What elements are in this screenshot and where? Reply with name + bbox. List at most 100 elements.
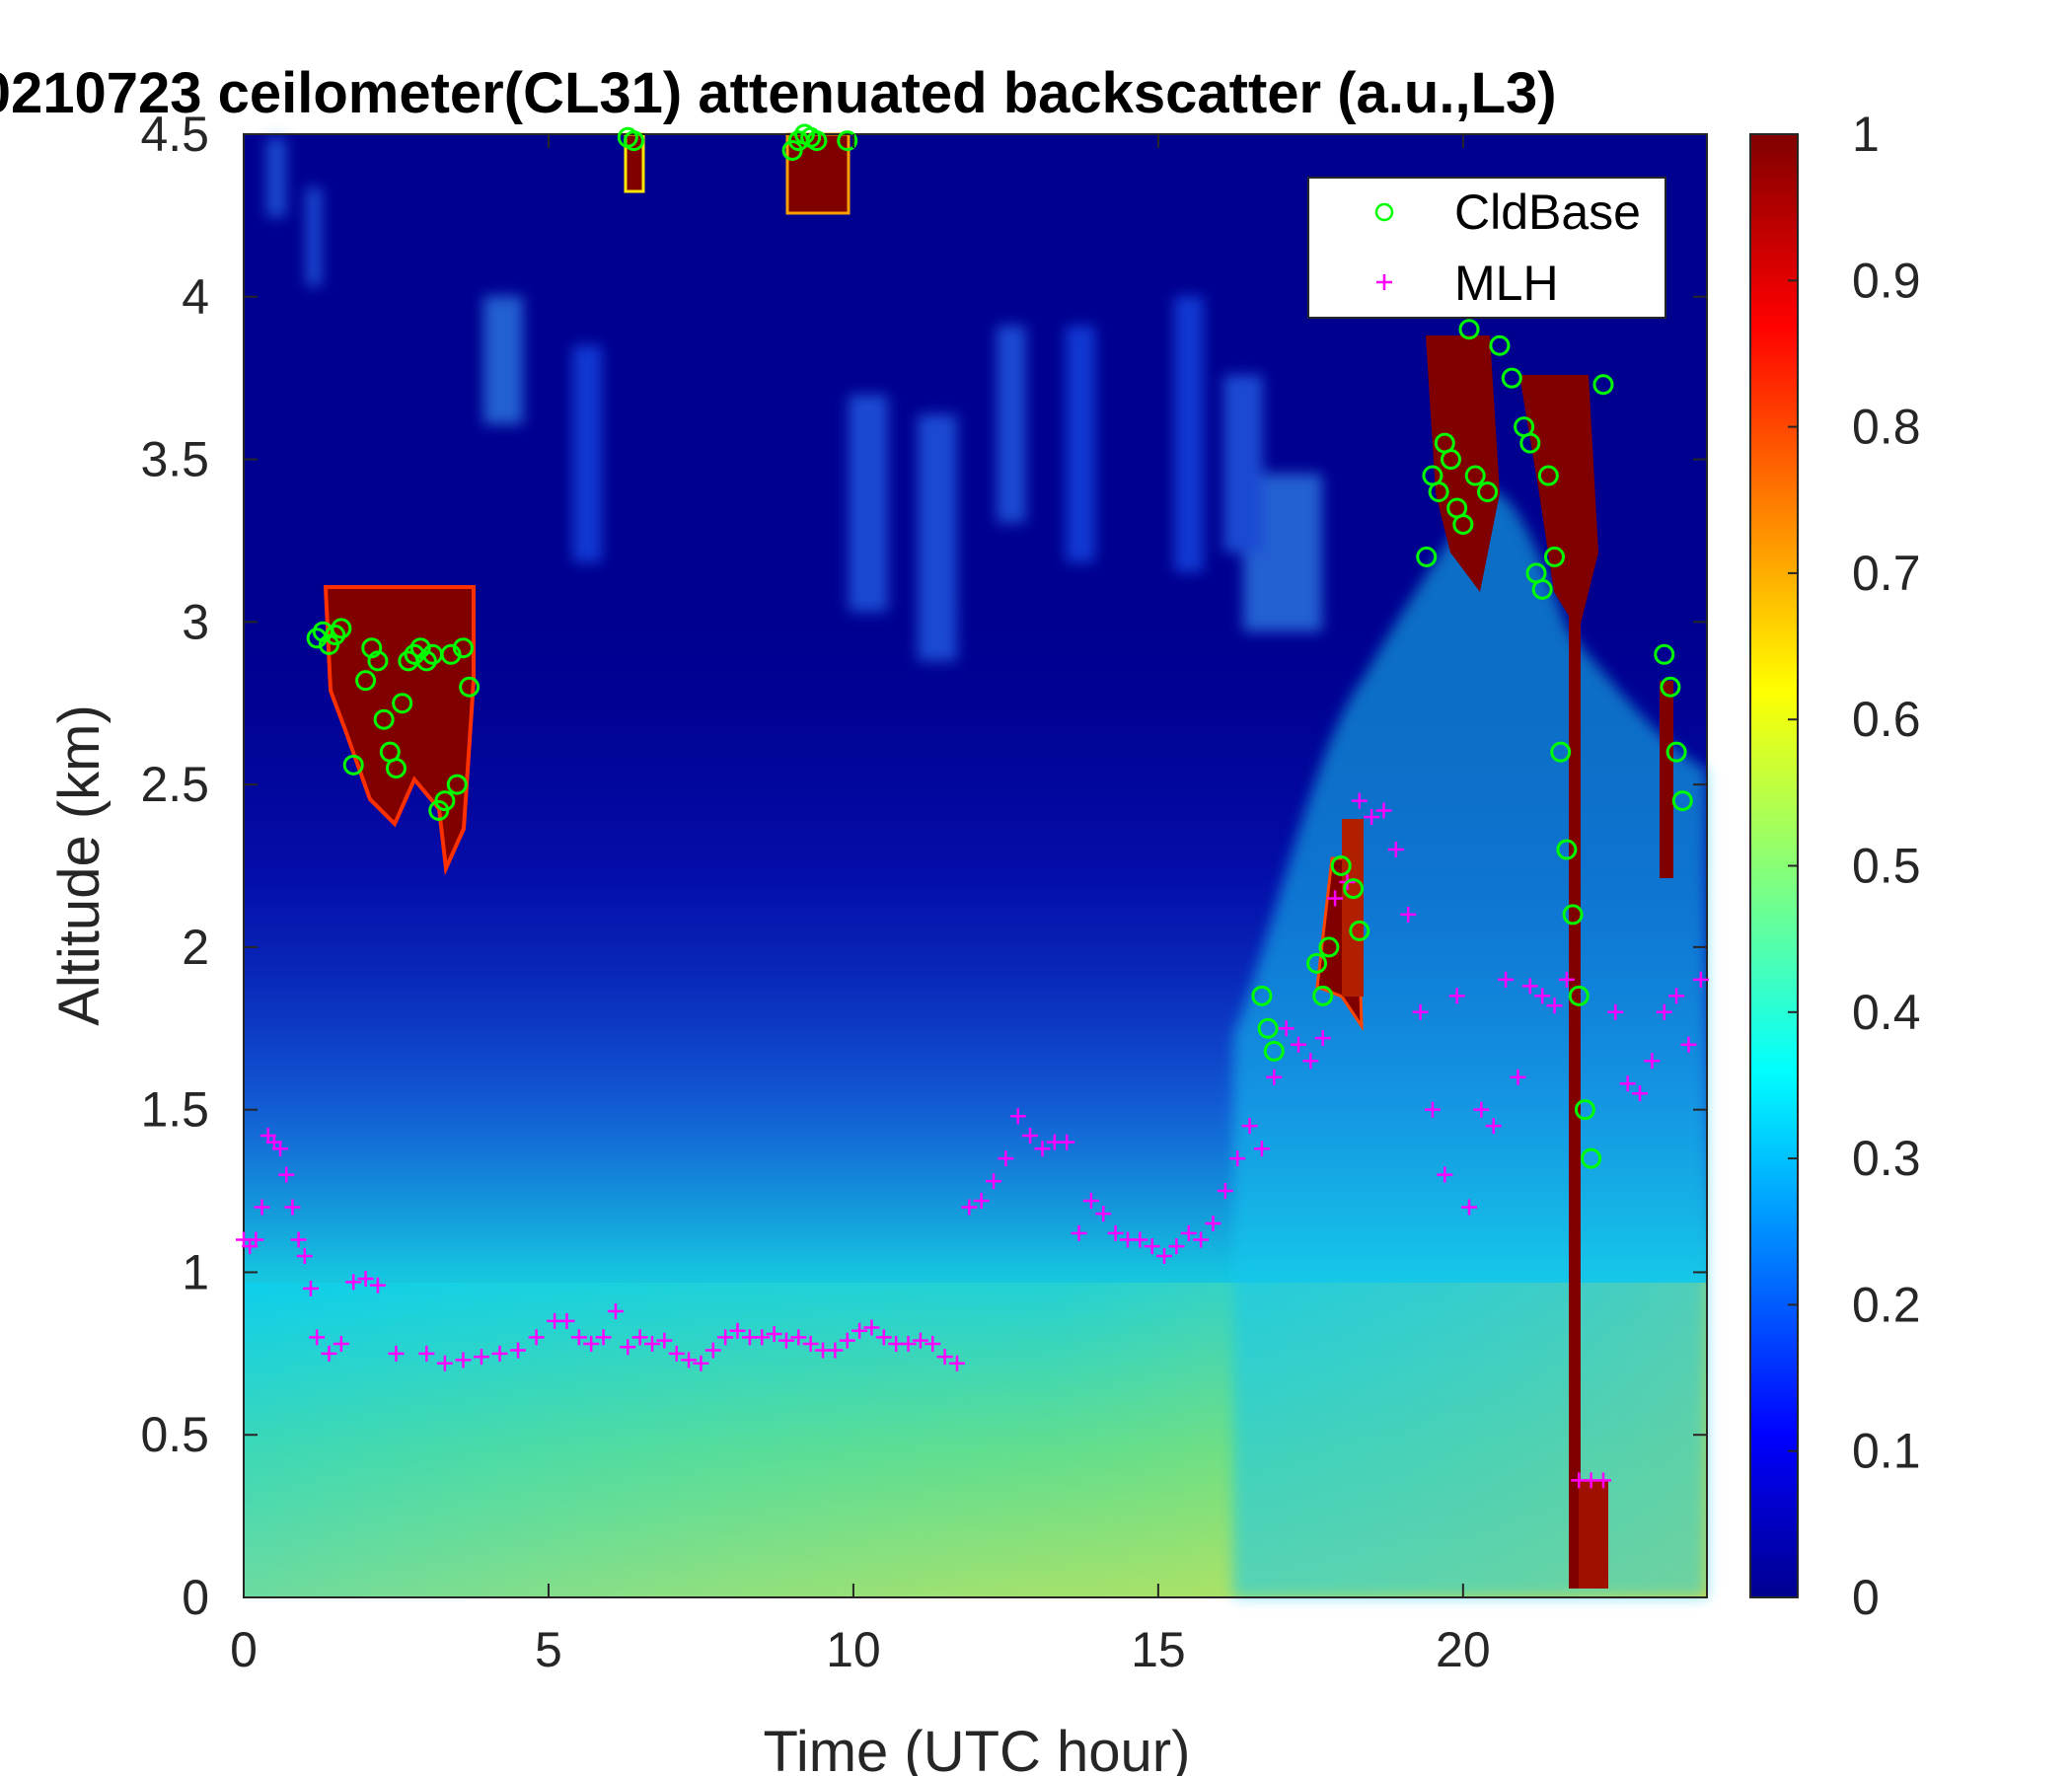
mlh-point: [1071, 1224, 1087, 1241]
x-tick-label: 0: [230, 1622, 258, 1677]
mlh-point: [1168, 1238, 1185, 1255]
mlh-point: [1412, 1003, 1429, 1020]
mlh-point: [790, 1329, 807, 1346]
cldbase-point: [1537, 465, 1559, 486]
mlh-point: [1144, 1238, 1160, 1255]
legend-mlh-label: MLH: [1454, 256, 1559, 311]
mlh-point: [254, 1199, 270, 1216]
mlh-point: [704, 1342, 721, 1359]
mlh-point: [296, 1247, 313, 1264]
cldbase-point: [1671, 790, 1693, 812]
precip-column: [1569, 592, 1581, 1589]
mlh-point: [863, 1319, 880, 1336]
afternoon-aerosol-plume: [1233, 489, 1707, 1598]
mlh-point: [1059, 1134, 1075, 1150]
mlh-point: [1546, 998, 1563, 1014]
colorbar: 0 0.1 0.2 0.3 0.4 0.5 0.6 0.7 0.8 0.9 1: [1749, 107, 1921, 1625]
mlh-point: [973, 1192, 990, 1209]
cldbase-point: [1458, 319, 1480, 340]
cldbase-point: [392, 693, 413, 714]
cldbase-point: [1257, 1017, 1279, 1039]
cldbase-point: [1568, 985, 1590, 1006]
mlh-point: [1290, 1036, 1306, 1053]
cldbase-point: [623, 130, 644, 152]
mlh-point: [777, 1332, 794, 1349]
colorbar-tick-label: 0.3: [1852, 1131, 1921, 1186]
mlh-point: [1205, 1216, 1221, 1232]
x-tick-label: 10: [826, 1622, 881, 1677]
mlh-point: [1193, 1231, 1210, 1248]
y-tick-label: 3.5: [140, 432, 209, 487]
cldbase-point: [1562, 904, 1584, 925]
mlh-point: [839, 1332, 855, 1349]
mlh-point: [1241, 1118, 1258, 1135]
late-cloud: [1660, 681, 1673, 878]
mlh-point: [309, 1329, 326, 1346]
y-tick-label: 4: [182, 269, 209, 325]
mlh-point: [948, 1355, 965, 1371]
legend-cldbase-marker: [1374, 202, 1394, 222]
colorbar-ticks: 0 0.1 0.2 0.3 0.4 0.5 0.6 0.7 0.8 0.9 1: [1788, 107, 1921, 1625]
cldbase-point: [355, 670, 377, 692]
colorbar-tick-label: 0.4: [1852, 985, 1921, 1040]
mlh-point: [875, 1329, 892, 1346]
precip-surface: [1579, 1480, 1608, 1589]
mlh-point: [1485, 1118, 1502, 1135]
x-tick-label: 20: [1436, 1622, 1491, 1677]
mlh-point: [1437, 1166, 1453, 1183]
mlh-point: [766, 1326, 782, 1343]
cldbase-point: [1306, 952, 1328, 974]
heatmap: [244, 132, 1707, 1598]
mlh-point: [656, 1332, 673, 1349]
cldbase-point: [1654, 643, 1675, 665]
cldbase-point: [806, 130, 828, 152]
cldbase-point: [434, 790, 456, 812]
mlh-point: [668, 1345, 685, 1362]
mlh-point: [631, 1329, 648, 1346]
mlh-point: [1400, 906, 1417, 923]
mlh-point: [357, 1271, 374, 1288]
mlh-point: [936, 1349, 953, 1366]
mlh-point: [595, 1329, 612, 1346]
mlh-point: [1448, 988, 1465, 1004]
mlh-point: [802, 1335, 819, 1352]
cldbase-series: [306, 123, 1693, 1169]
mlh-point: [284, 1199, 301, 1216]
mlh-point: [272, 1141, 289, 1157]
mlh-point: [1558, 971, 1575, 988]
plot-frame: [243, 133, 1708, 1598]
mlh-point: [1327, 890, 1344, 907]
y-axis: 0 0.5 1 1.5 2 2.5 3 3.5 4 4.5: [140, 107, 1707, 1625]
mlh-point: [1594, 1472, 1611, 1489]
y-tick-label: 2.5: [140, 757, 209, 812]
mlh-point: [1521, 978, 1538, 995]
mlh-point: [333, 1335, 349, 1352]
mlh-point: [717, 1329, 734, 1346]
colorbar-tick-label: 1: [1852, 107, 1880, 162]
mlh-point: [418, 1345, 435, 1362]
mlh-series: [236, 792, 1709, 1489]
mlh-point: [302, 1280, 319, 1296]
mlh-point: [1278, 1020, 1295, 1037]
legend-box: [1307, 177, 1666, 319]
mlh-point: [1351, 792, 1368, 809]
mlh-point: [900, 1335, 917, 1352]
mlh-point: [986, 1173, 1002, 1190]
mlh-point: [369, 1277, 386, 1294]
cldbase-point: [1318, 936, 1340, 958]
cldbase-point: [1464, 465, 1486, 486]
mlh-point: [388, 1345, 405, 1362]
cldbase-point: [837, 130, 858, 152]
mlh-point: [1534, 988, 1551, 1004]
mlh-point: [1387, 842, 1404, 858]
cldbase-point: [1531, 578, 1553, 600]
mlh-point: [558, 1312, 575, 1329]
cldbase-point: [331, 618, 352, 639]
legend-cldbase-label: CldBase: [1454, 185, 1641, 240]
mlh-point: [1461, 1199, 1478, 1216]
cldbase-point: [1477, 481, 1499, 503]
mlh-point: [473, 1349, 489, 1366]
mlh-point: [1680, 1036, 1697, 1053]
cldbase-point: [1428, 481, 1449, 503]
mlh-point: [607, 1302, 624, 1319]
